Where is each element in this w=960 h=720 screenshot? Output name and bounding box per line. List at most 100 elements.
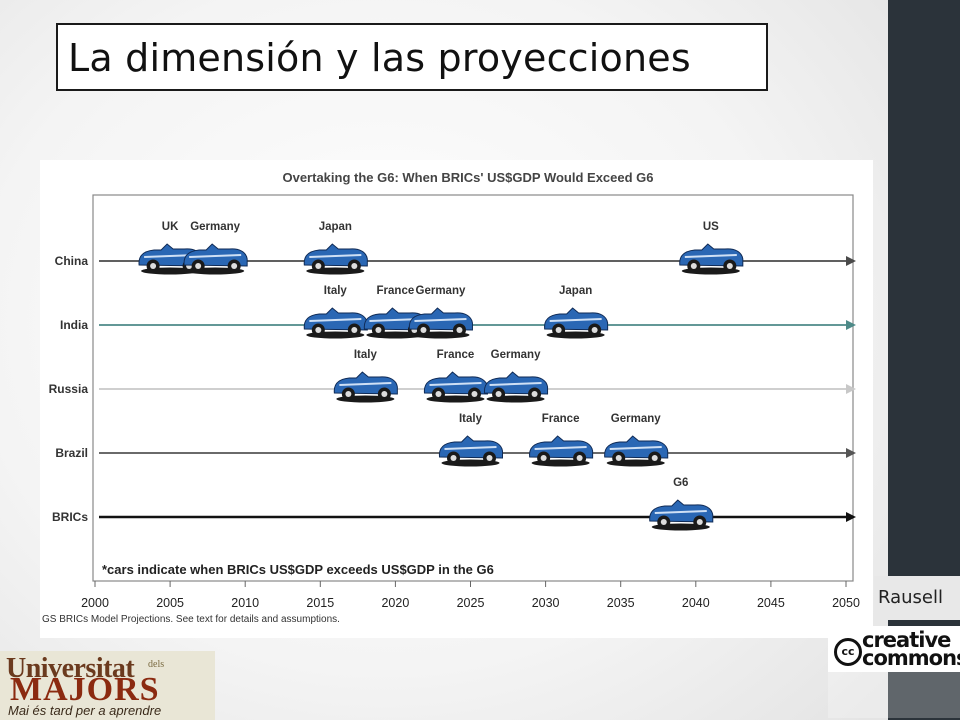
- car-hubcap: [375, 327, 382, 333]
- car-hubcap: [576, 455, 583, 461]
- car-marker: [408, 307, 473, 339]
- car-stripe: [684, 254, 737, 258]
- car-stripe: [309, 254, 362, 258]
- car-stripe: [534, 446, 587, 450]
- event-label: G6: [673, 477, 688, 489]
- university-logo-line1: Universitat: [6, 653, 135, 684]
- car-marker: [679, 243, 744, 275]
- x-tick-label: 2020: [381, 596, 409, 610]
- event-label: Italy: [459, 413, 483, 425]
- car-hubcap: [696, 519, 703, 525]
- x-tick-label: 2050: [832, 596, 860, 610]
- row-label: Brazil: [55, 446, 88, 460]
- university-logo-tagline: Mai és tard per a aprendre: [8, 703, 162, 718]
- slide-title: La dimensión y las proyecciones: [68, 36, 691, 80]
- car-marker: [529, 435, 594, 467]
- car-hubcap: [420, 327, 427, 333]
- x-tick-label: 2010: [231, 596, 259, 610]
- row-arrowhead: [846, 448, 856, 458]
- car-stripe: [339, 382, 392, 386]
- event-label: France: [542, 413, 580, 425]
- row-label: India: [60, 318, 88, 332]
- car-hubcap: [456, 327, 463, 333]
- car-marker: [303, 307, 368, 339]
- x-tick-label: 2030: [532, 596, 560, 610]
- x-tick-label: 2025: [457, 596, 485, 610]
- car-hubcap: [660, 519, 667, 525]
- car-hubcap: [315, 263, 322, 269]
- event-label: US: [703, 221, 719, 233]
- timeline-rows: China India Russia Brazil BRICs: [49, 254, 856, 524]
- car-hubcap: [450, 455, 457, 461]
- row-arrowhead: [846, 384, 856, 394]
- row-arrowhead: [846, 320, 856, 330]
- overtaking-timeline-chart: Overtaking the G6: When BRICs' US$GDP Wo…: [42, 170, 860, 625]
- car-stripe: [309, 318, 362, 322]
- chart-figure: Overtaking the G6: When BRICs' US$GDP Wo…: [40, 160, 873, 638]
- cc-logo-reflection: [828, 672, 960, 718]
- event-label: France: [437, 349, 475, 361]
- event-label: Italy: [324, 285, 348, 297]
- cc-icon: cc: [834, 638, 862, 666]
- car-marker: [183, 243, 248, 275]
- event-label: Italy: [354, 349, 378, 361]
- car-hubcap: [615, 455, 622, 461]
- x-axis-ticks: 2000 2005 2010 2015 2020 2025 2030 2035 2040 2045…: [81, 581, 860, 610]
- car-hubcap: [591, 327, 598, 333]
- row-label: China: [55, 254, 89, 268]
- event-label: Germany: [611, 413, 661, 425]
- car-hubcap: [471, 391, 478, 397]
- car-stripe: [414, 318, 467, 322]
- car-marker: [438, 435, 503, 467]
- row-arrowhead: [846, 512, 856, 522]
- x-tick-label: 2045: [757, 596, 785, 610]
- event-label: Japan: [319, 221, 352, 233]
- creative-commons-logo: cc creative commons: [824, 620, 960, 720]
- car-stripe: [549, 318, 602, 322]
- event-label: UK: [162, 221, 179, 233]
- event-label: Germany: [491, 349, 541, 361]
- university-logo-dels: dels: [148, 659, 165, 670]
- car-hubcap: [381, 391, 388, 397]
- cc-word-commons: commons: [862, 646, 960, 670]
- car-marker: [303, 243, 368, 275]
- event-label: Japan: [559, 285, 592, 297]
- car-marker: [544, 307, 609, 339]
- chart-source: GS BRICs Model Projections. See text for…: [42, 614, 340, 625]
- x-tick-label: 2040: [682, 596, 710, 610]
- car-hubcap: [651, 455, 658, 461]
- car-hubcap: [345, 391, 352, 397]
- car-stripe: [654, 510, 707, 514]
- x-tick-label: 2005: [156, 596, 184, 610]
- slide-title-box: La dimensión y las proyecciones: [56, 23, 768, 91]
- chart-note: *cars indicate when BRICs US$GDP exceeds…: [102, 562, 494, 577]
- car-hubcap: [195, 263, 202, 269]
- row-arrowhead: [846, 256, 856, 266]
- car-hubcap: [150, 263, 157, 269]
- car-marker: [649, 499, 714, 531]
- car-stripe: [189, 254, 242, 258]
- car-stripe: [444, 446, 497, 450]
- car-hubcap: [351, 263, 358, 269]
- x-tick-label: 2000: [81, 596, 109, 610]
- author-credit: Rausell: [874, 576, 960, 620]
- car-stripe: [609, 446, 662, 450]
- car-stripe: [489, 382, 542, 386]
- car-marker: [604, 435, 669, 467]
- x-tick-label: 2035: [607, 596, 635, 610]
- car-marker: [333, 371, 398, 403]
- x-tick-label: 2015: [306, 596, 334, 610]
- car-hubcap: [315, 327, 322, 333]
- car-marker: [484, 371, 549, 403]
- event-label: Germany: [416, 285, 466, 297]
- car-hubcap: [726, 263, 733, 269]
- chart-title: Overtaking the G6: When BRICs' US$GDP Wo…: [282, 170, 653, 185]
- car-hubcap: [231, 263, 238, 269]
- event-label: France: [377, 285, 415, 297]
- event-label: Germany: [190, 221, 240, 233]
- university-logo-line2: MAJORS: [10, 671, 160, 708]
- car-hubcap: [486, 455, 493, 461]
- row-label: BRICs: [52, 510, 88, 524]
- car-hubcap: [495, 391, 502, 397]
